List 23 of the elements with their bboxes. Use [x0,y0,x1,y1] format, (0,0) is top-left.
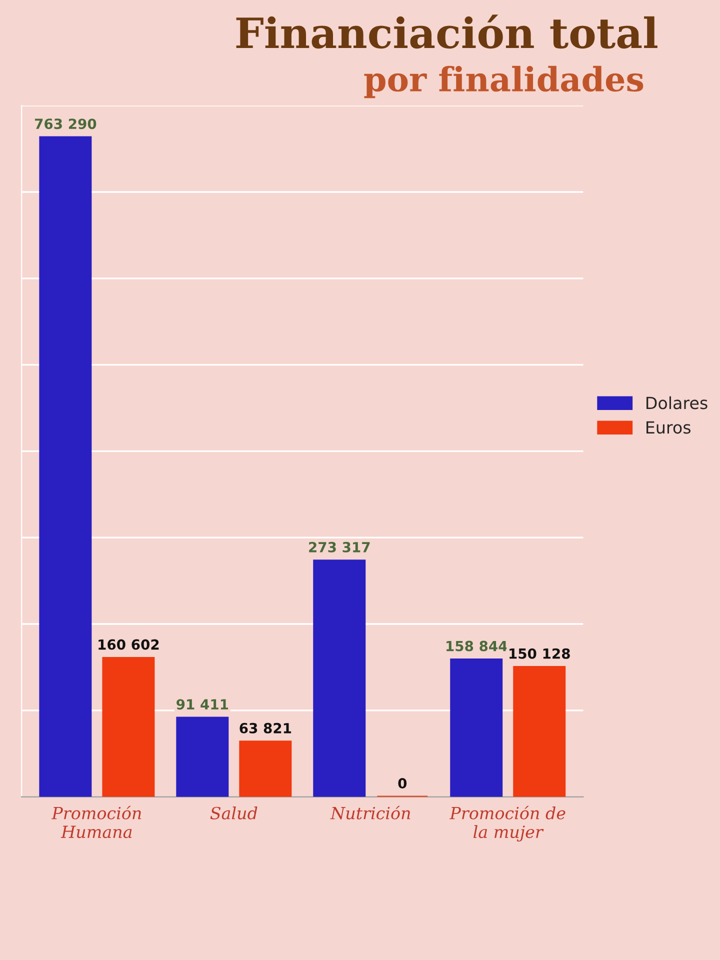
data-label: 763 290 [34,118,96,130]
data-label: 0 [398,778,407,789]
bar [450,658,503,797]
bar [513,666,566,797]
chart-subtitle: por finalidades [364,66,644,98]
bar [313,560,366,797]
legend-label: Euros [646,421,691,434]
bar [39,136,92,797]
data-label: 158 844 [446,640,508,652]
data-label: 160 602 [98,639,159,650]
x-tick-label: Salud [210,806,258,820]
x-tick-label: Promoción Humana [51,806,142,838]
bar [239,740,292,797]
legend-label: Dolares [646,396,708,410]
chart-title: Financiación total [236,14,658,49]
bar [102,656,155,797]
data-label: 63 821 [240,722,292,734]
x-tick-label: Nutrición [330,806,410,820]
data-label: 91 411 [176,699,228,710]
x-tick-label: Promoción de la mujer [449,806,566,842]
data-label: 150 128 [510,648,570,659]
data-label: 273 317 [309,542,370,552]
bar [176,716,229,797]
